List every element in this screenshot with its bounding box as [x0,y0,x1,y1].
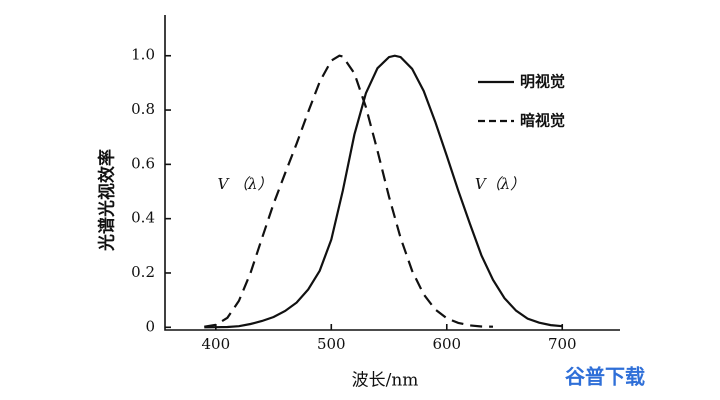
x-tick-label: 400 [201,335,230,353]
watermark: 谷普下载 [565,365,645,389]
y-tick-label: 0.8 [131,100,155,118]
y-tick-label: 1.0 [131,46,155,64]
y-tick-label: 0.2 [131,263,155,281]
legend-label: 明视觉 [520,73,565,91]
annotation: V （λ） [217,175,272,193]
axes [164,15,620,331]
y-tick-label: 0.6 [131,154,155,172]
y-axis-label: 光谱光视效率 [97,149,118,252]
legend-label: 暗视觉 [520,112,565,130]
y-tick-label: 0 [145,317,155,335]
x-tick-label: 600 [432,335,461,353]
x-tick-label: 700 [548,335,577,353]
annotation: V（λ） [475,175,525,193]
y-tick-label: 0.4 [131,209,155,227]
x-tick-label: 500 [317,335,346,353]
line [204,54,563,329]
x-axis-label: 波长/nm [352,371,419,391]
line [204,54,494,328]
